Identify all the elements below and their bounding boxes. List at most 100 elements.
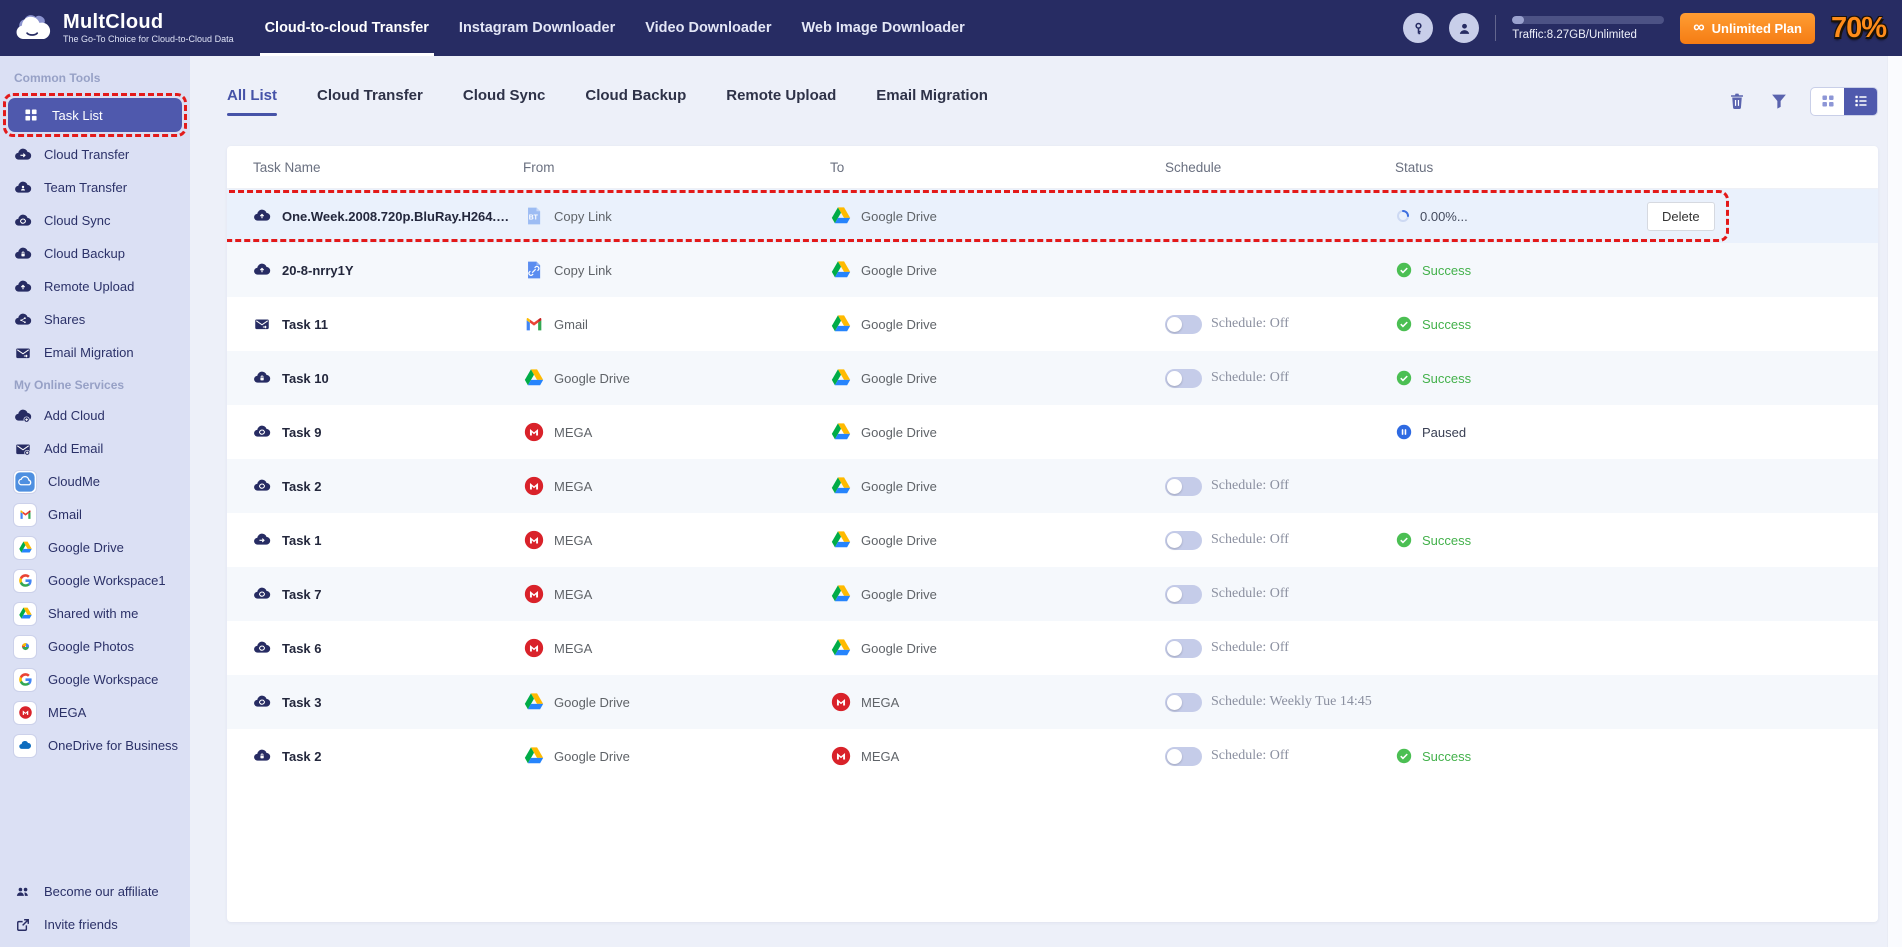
task-name: Task 2	[282, 749, 322, 764]
tab-cloud-backup[interactable]: Cloud Backup	[585, 87, 686, 116]
table-row[interactable]: 20-8-nrry1YCopy LinkGoogle DriveSuccess	[227, 243, 1878, 297]
multcloud-logo[interactable]: MultCloud The Go-To Choice for Cloud-to-…	[0, 11, 250, 45]
sidebar-item-shares[interactable]: Shares	[0, 303, 190, 336]
sidebar-item-onedrive-for-business[interactable]: OneDrive for Business	[0, 729, 190, 762]
from-service-label: Google Drive	[554, 749, 630, 764]
schedule-toggle[interactable]	[1165, 315, 1202, 334]
sidebar-item-remote-upload[interactable]: Remote Upload	[0, 270, 190, 303]
sidebar-item-gmail[interactable]: Gmail	[0, 498, 190, 531]
schedule-toggle[interactable]	[1165, 693, 1202, 712]
filter-icon[interactable]	[1768, 90, 1790, 112]
task-name: Task 10	[282, 371, 329, 386]
sidebar-item-label: CloudMe	[48, 474, 100, 489]
brand-name: MultCloud	[63, 11, 234, 33]
multcloud-cloud-icon	[12, 11, 54, 45]
table-row[interactable]: Task 11GmailGoogle DriveSchedule: OffSuc…	[227, 297, 1878, 351]
to-service-icon	[830, 529, 852, 551]
trash-icon[interactable]	[1726, 90, 1748, 112]
google-drive-icon	[18, 606, 33, 621]
team-transfer-icon	[14, 179, 32, 197]
schedule-cell: Schedule: Off	[1165, 747, 1395, 766]
table-row[interactable]: Task 9MEGAGoogle DrivePaused	[227, 405, 1878, 459]
sidebar-item-label: Shared with me	[48, 606, 138, 621]
task-table-card: Task NameFromToScheduleStatus One.Week.2…	[227, 146, 1878, 922]
sidebar-item-add-cloud[interactable]: Add Cloud	[0, 399, 190, 432]
sidebar-item-cloud-transfer[interactable]: Cloud Transfer	[0, 138, 190, 171]
table-row[interactable]: Task 3Google DriveMEGASchedule: Weekly T…	[227, 675, 1878, 729]
table-row[interactable]: Task 6MEGAGoogle DriveSchedule: Off	[227, 621, 1878, 675]
discount-badge[interactable]: 70%	[1831, 12, 1886, 45]
sidebar-item-label: Add Cloud	[44, 408, 105, 423]
table-row[interactable]: Task 7MEGAGoogle DriveSchedule: Off	[227, 567, 1878, 621]
sidebar-item-label: Google Workspace	[48, 672, 158, 687]
table-row[interactable]: Task 1MEGAGoogle DriveSchedule: OffSucce…	[227, 513, 1878, 567]
status-cell: Success	[1395, 315, 1645, 333]
sidebar-item-email-migration[interactable]: Email Migration	[0, 336, 190, 369]
sidebar-item-team-transfer[interactable]: Team Transfer	[0, 171, 190, 204]
tab-all-list[interactable]: All List	[227, 87, 277, 116]
topnav-instagram-downloader[interactable]: Instagram Downloader	[444, 0, 630, 56]
sidebar-section-common-tools: Common Tools	[0, 62, 190, 92]
sidebar-item-become-our-affiliate[interactable]: Become our affiliate	[0, 875, 190, 908]
schedule-toggle[interactable]	[1165, 531, 1202, 550]
sidebar: Common Tools Task List Cloud TransferTeam …	[0, 56, 190, 947]
table-row[interactable]: Task 10Google DriveGoogle DriveSchedule:…	[227, 351, 1878, 405]
add-cloud-icon	[14, 407, 32, 425]
topnav-video-downloader[interactable]: Video Downloader	[630, 0, 786, 56]
tab-cloud-transfer[interactable]: Cloud Transfer	[317, 87, 423, 116]
status-label: 0.00%...	[1420, 209, 1468, 224]
grid-view-button[interactable]	[1811, 88, 1844, 115]
schedule-toggle[interactable]	[1165, 639, 1202, 658]
schedule-label: Schedule: Off	[1211, 748, 1289, 764]
sidebar-item-google-workspace1[interactable]: Google Workspace1	[0, 564, 190, 597]
sidebar-item-mega[interactable]: MEGA	[0, 696, 190, 729]
service-tile	[14, 537, 36, 559]
schedule-toggle[interactable]	[1165, 477, 1202, 496]
tab-cloud-sync[interactable]: Cloud Sync	[463, 87, 546, 116]
delete-button[interactable]: Delete	[1647, 202, 1715, 231]
sidebar-item-google-workspace[interactable]: Google Workspace	[0, 663, 190, 696]
table-row[interactable]: Task 2Google DriveMEGASchedule: OffSucce…	[227, 729, 1878, 783]
cloud-transfer-icon	[14, 146, 32, 164]
key-icon[interactable]	[1403, 13, 1433, 43]
sidebar-item-shared-with-me[interactable]: Shared with me	[0, 597, 190, 630]
status-cell: Success	[1395, 261, 1645, 279]
topnav-web-image-downloader[interactable]: Web Image Downloader	[786, 0, 979, 56]
cloud-sync-icon	[14, 212, 32, 230]
table-row[interactable]: One.Week.2008.720p.BluRay.H264.AA...BTCo…	[227, 189, 1878, 243]
to-service-label: Google Drive	[861, 587, 937, 602]
account-icon[interactable]	[1449, 13, 1479, 43]
sidebar-item-cloudme[interactable]: CloudMe	[0, 465, 190, 498]
table-row[interactable]: Task 2MEGAGoogle DriveSchedule: Off	[227, 459, 1878, 513]
to-service-label: Google Drive	[861, 263, 937, 278]
to-service-icon	[830, 583, 852, 605]
from-cell: MEGA	[523, 475, 830, 497]
progress-status-icon	[1395, 208, 1411, 224]
task-type-icon	[253, 315, 271, 333]
schedule-label: Schedule: Off	[1211, 478, 1289, 494]
sidebar-item-cloud-backup[interactable]: Cloud Backup	[0, 237, 190, 270]
schedule-label: Schedule: Off	[1211, 532, 1289, 548]
infinity-icon: ∞	[1693, 20, 1704, 36]
sidebar-item-google-drive[interactable]: Google Drive	[0, 531, 190, 564]
list-view-button[interactable]	[1844, 88, 1877, 115]
schedule-toggle[interactable]	[1165, 585, 1202, 604]
page-scrollbar[interactable]	[1887, 56, 1902, 947]
to-service-icon	[830, 313, 852, 335]
invite-icon	[14, 916, 32, 934]
unlimited-plan-button[interactable]: ∞ Unlimited Plan	[1680, 13, 1815, 44]
list-tabs: All List Cloud Transfer Cloud Sync Cloud Ba…	[227, 87, 1028, 116]
task-type-icon	[253, 531, 271, 549]
sidebar-item-google-photos[interactable]: Google Photos	[0, 630, 190, 663]
table-body: One.Week.2008.720p.BluRay.H264.AA...BTCo…	[227, 189, 1878, 783]
sidebar-item-cloud-sync[interactable]: Cloud Sync	[0, 204, 190, 237]
schedule-toggle[interactable]	[1165, 369, 1202, 388]
tab-remote-upload[interactable]: Remote Upload	[726, 87, 836, 116]
sidebar-item-task-list[interactable]: Task List	[8, 98, 182, 132]
active-item-dashed-outline: Task List	[3, 93, 187, 137]
sidebar-item-add-email[interactable]: Add Email	[0, 432, 190, 465]
sidebar-item-invite-friends[interactable]: Invite friends	[0, 908, 190, 941]
topnav-cloud-to-cloud-transfer[interactable]: Cloud-to-cloud Transfer	[250, 0, 444, 56]
schedule-toggle[interactable]	[1165, 747, 1202, 766]
tab-email-migration[interactable]: Email Migration	[876, 87, 988, 116]
